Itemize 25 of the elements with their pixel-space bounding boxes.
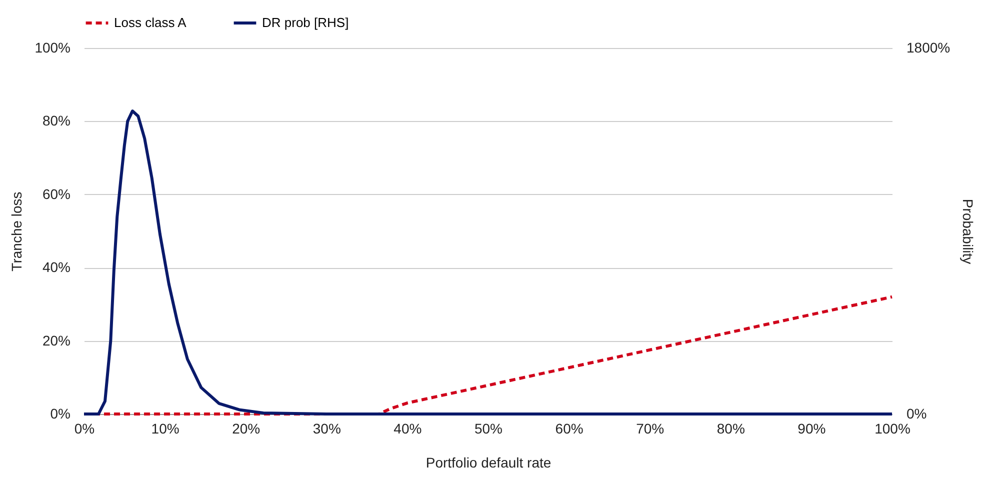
y2-tick-label: 0%	[906, 406, 927, 422]
y-tick-label: 0%	[50, 406, 70, 422]
x-tick-label: 90%	[798, 420, 826, 436]
y2-tick-label: 1800%	[906, 40, 950, 56]
y-tick-label: 80%	[42, 112, 70, 129]
x-tick-label: 40%	[394, 420, 422, 436]
x-tick-label: 30%	[312, 420, 341, 436]
y-axis-title: Tranche loss	[8, 192, 25, 272]
x-tick-label: 20%	[232, 420, 260, 436]
x-tick-label: 10%	[151, 420, 180, 436]
x-tick-label: 0%	[74, 420, 95, 436]
y-tick-label: 20%	[42, 332, 70, 348]
x-tick-label: 50%	[474, 420, 503, 436]
y-tick-label: 100%	[34, 40, 70, 56]
x-tick-label: 60%	[555, 420, 584, 436]
line-series	[82, 110, 894, 416]
x-tick-label: 80%	[716, 420, 745, 436]
y2-axis-title: Probability	[960, 198, 976, 264]
legend-label: DR prob [RHS]	[262, 15, 349, 30]
y-tick-label: 40%	[42, 259, 70, 276]
x-tick-label: 100%	[874, 420, 910, 436]
y-tick-label: 60%	[42, 186, 70, 202]
x-axis-title: Portfolio default rate	[426, 454, 552, 470]
x-tick-label: 70%	[636, 420, 664, 436]
legend-label: Loss class A	[114, 15, 187, 30]
